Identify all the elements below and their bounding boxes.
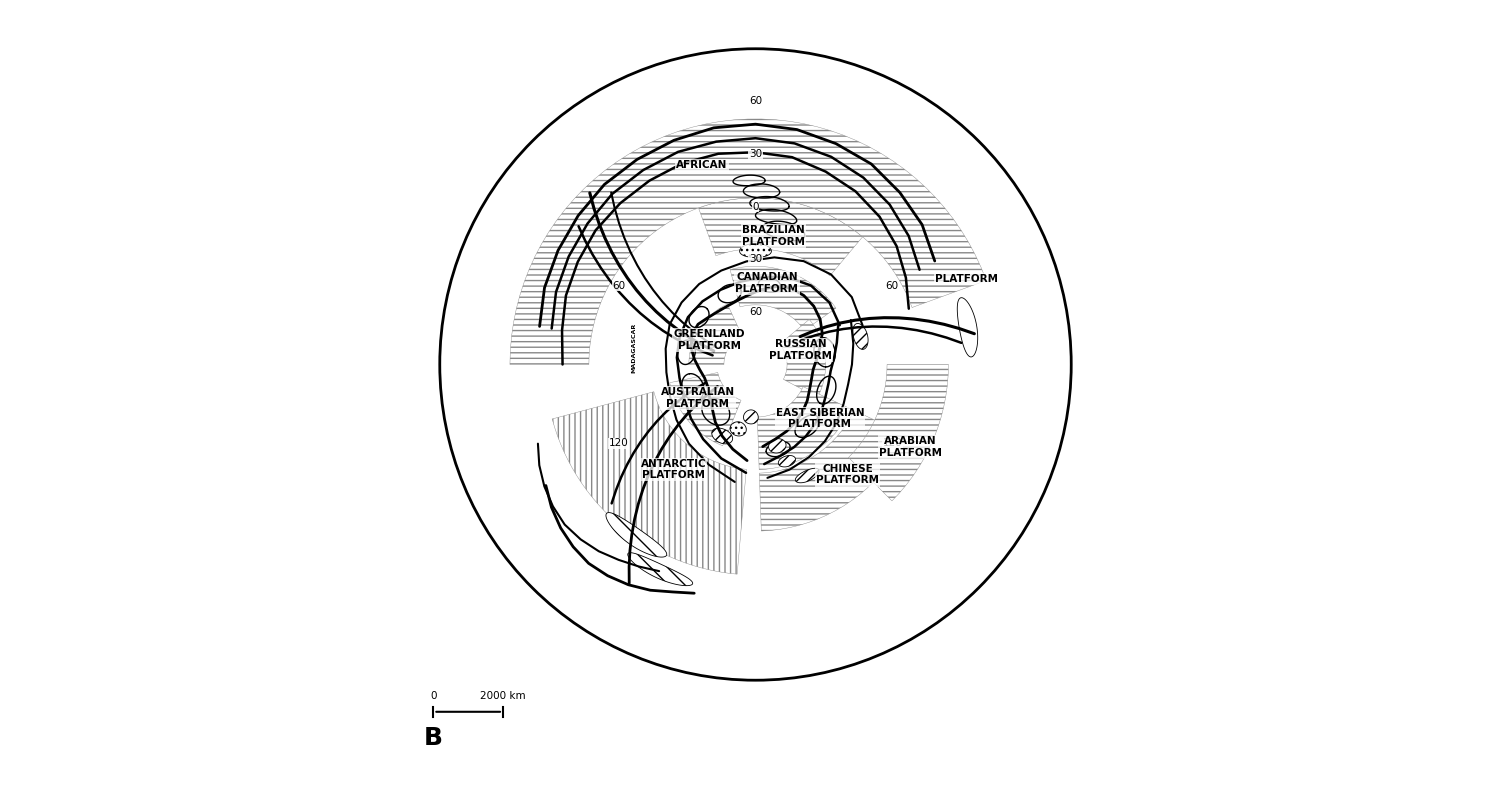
Text: ARABIAN
PLATFORM: ARABIAN PLATFORM: [879, 436, 941, 458]
Text: 120: 120: [609, 438, 629, 449]
Polygon shape: [627, 553, 692, 586]
Text: 120: 120: [882, 438, 902, 449]
Polygon shape: [757, 386, 851, 470]
Text: AUSTRALIAN
PLATFORM: AUSTRALIAN PLATFORM: [660, 387, 734, 409]
Polygon shape: [606, 513, 666, 557]
Text: GREENLAND
PLATFORM: GREENLAND PLATFORM: [674, 329, 745, 350]
Text: EAST SIBERIAN
PLATFORM: EAST SIBERIAN PLATFORM: [775, 408, 864, 430]
Text: 60: 60: [749, 96, 762, 106]
Text: 0: 0: [431, 691, 437, 701]
Polygon shape: [669, 373, 740, 446]
Polygon shape: [958, 298, 978, 357]
Polygon shape: [743, 410, 759, 424]
Text: 30: 30: [749, 149, 762, 159]
Text: 0: 0: [752, 202, 759, 212]
Polygon shape: [760, 410, 907, 531]
Text: 2000 km: 2000 km: [480, 691, 526, 701]
Polygon shape: [689, 304, 742, 365]
Polygon shape: [769, 438, 786, 453]
Polygon shape: [780, 319, 825, 398]
Polygon shape: [712, 428, 733, 444]
Text: RUSSIAN
PLATFORM: RUSSIAN PLATFORM: [769, 339, 833, 361]
Text: MADAGASCAR: MADAGASCAR: [632, 322, 636, 373]
Polygon shape: [852, 323, 869, 350]
Polygon shape: [509, 119, 987, 365]
Text: CANADIAN
PLATFORM: CANADIAN PLATFORM: [736, 272, 798, 294]
Polygon shape: [552, 392, 746, 574]
Text: ANTARCTIC
PLATFORM: ANTARCTIC PLATFORM: [641, 458, 706, 480]
Polygon shape: [698, 198, 863, 276]
Text: BRAZILIAN
PLATFORM: BRAZILIAN PLATFORM: [742, 225, 805, 246]
Text: AFRICAN: AFRICAN: [677, 159, 728, 170]
Text: CHINESE
PLATFORM: CHINESE PLATFORM: [816, 464, 879, 486]
Text: PLATFORM: PLATFORM: [935, 274, 999, 284]
Text: 30: 30: [749, 254, 762, 264]
Text: B: B: [425, 726, 443, 750]
Text: 60: 60: [885, 281, 899, 290]
Polygon shape: [849, 365, 949, 501]
Polygon shape: [730, 422, 746, 436]
Polygon shape: [739, 243, 772, 258]
Text: 60: 60: [612, 281, 626, 290]
Text: 60: 60: [749, 307, 762, 317]
Polygon shape: [795, 468, 819, 482]
Polygon shape: [730, 266, 836, 330]
Polygon shape: [778, 455, 795, 467]
Circle shape: [440, 49, 1071, 680]
Circle shape: [440, 49, 1071, 680]
